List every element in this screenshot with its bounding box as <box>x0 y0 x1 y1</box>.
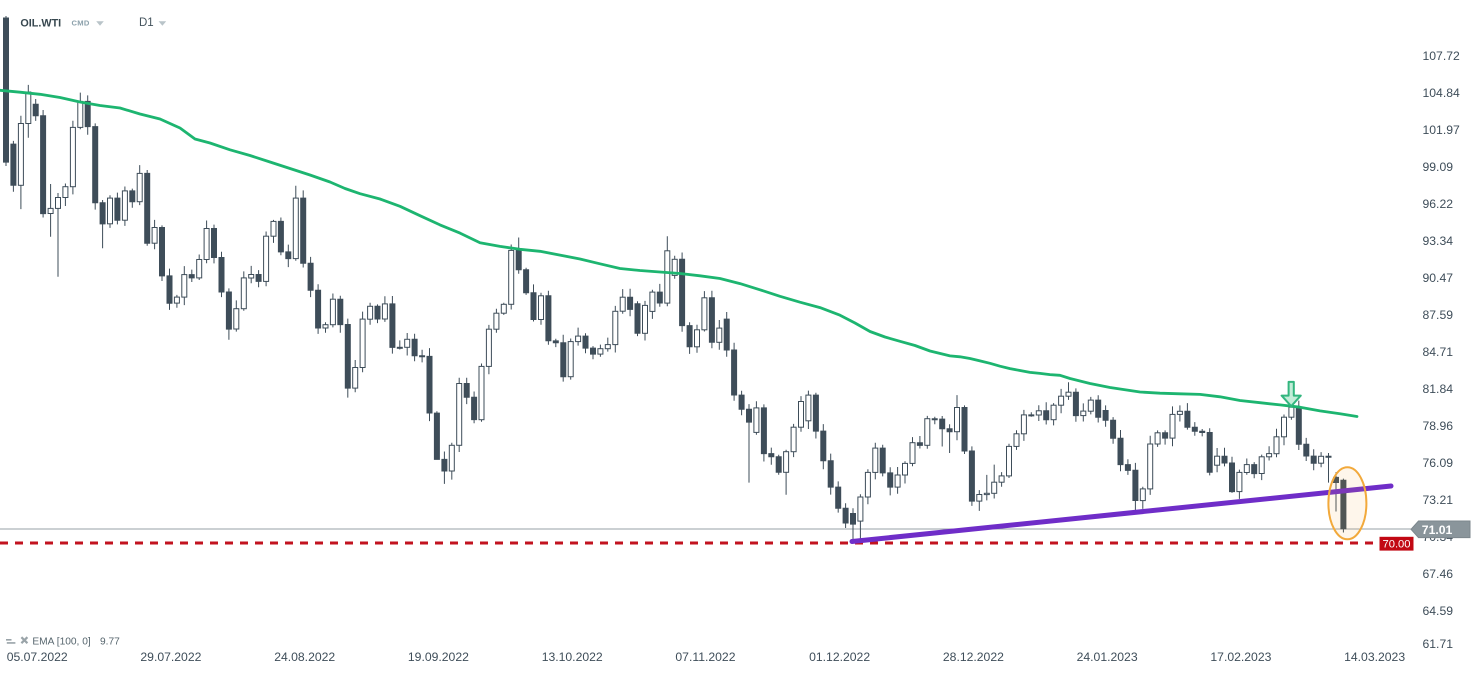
svg-text:07.11.2022: 07.11.2022 <box>675 650 735 664</box>
svg-text:13.10.2022: 13.10.2022 <box>542 650 603 664</box>
svg-text:87.59: 87.59 <box>1423 308 1454 322</box>
svg-text:73.21: 73.21 <box>1423 493 1454 507</box>
svg-text:101.97: 101.97 <box>1423 123 1460 137</box>
svg-text:99.09: 99.09 <box>1423 160 1454 174</box>
svg-text:28.12.2022: 28.12.2022 <box>943 650 1004 664</box>
svg-text:84.71: 84.71 <box>1423 345 1454 359</box>
svg-text:67.46: 67.46 <box>1423 567 1454 581</box>
svg-text:70.00: 70.00 <box>1383 538 1411 550</box>
svg-text:64.59: 64.59 <box>1423 604 1454 618</box>
svg-text:05.07.2022: 05.07.2022 <box>7 650 68 664</box>
svg-text:96.22: 96.22 <box>1423 197 1454 211</box>
svg-text:24.08.2022: 24.08.2022 <box>274 650 335 664</box>
svg-text:61.71: 61.71 <box>1423 637 1454 651</box>
svg-text:90.47: 90.47 <box>1423 271 1454 285</box>
svg-text:76.09: 76.09 <box>1423 456 1454 470</box>
svg-text:9.77: 9.77 <box>100 636 120 647</box>
svg-text:D1: D1 <box>139 17 154 29</box>
svg-text:71.01: 71.01 <box>1422 523 1453 537</box>
svg-text:14.03.2023: 14.03.2023 <box>1344 650 1405 664</box>
svg-text:78.96: 78.96 <box>1423 419 1454 433</box>
svg-text:17.02.2023: 17.02.2023 <box>1210 650 1271 664</box>
svg-text:01.12.2022: 01.12.2022 <box>809 650 870 664</box>
svg-text:CMD: CMD <box>72 19 90 28</box>
svg-text:104.84: 104.84 <box>1423 86 1460 100</box>
svg-text:93.34: 93.34 <box>1423 234 1454 248</box>
svg-text:19.09.2022: 19.09.2022 <box>408 650 469 664</box>
svg-text:EMA [100, 0]: EMA [100, 0] <box>32 636 90 647</box>
svg-text:24.01.2023: 24.01.2023 <box>1077 650 1138 664</box>
svg-text:OIL.WTI: OIL.WTI <box>20 17 61 29</box>
svg-text:107.72: 107.72 <box>1423 49 1460 63</box>
svg-text:29.07.2022: 29.07.2022 <box>140 650 201 664</box>
svg-text:81.84: 81.84 <box>1423 382 1454 396</box>
